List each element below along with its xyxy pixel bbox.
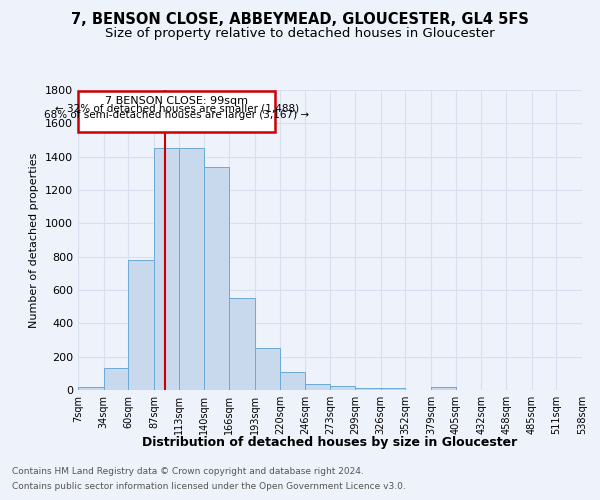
Text: Size of property relative to detached houses in Gloucester: Size of property relative to detached ho… — [105, 28, 495, 40]
Bar — [355, 388, 381, 390]
Bar — [179, 148, 204, 390]
Y-axis label: Number of detached properties: Number of detached properties — [29, 152, 40, 328]
Text: 7, BENSON CLOSE, ABBEYMEAD, GLOUCESTER, GL4 5FS: 7, BENSON CLOSE, ABBEYMEAD, GLOUCESTER, … — [71, 12, 529, 28]
Bar — [104, 368, 128, 390]
Bar — [280, 372, 305, 390]
Text: Contains HM Land Registry data © Crown copyright and database right 2024.: Contains HM Land Registry data © Crown c… — [12, 467, 364, 476]
Bar — [431, 386, 456, 390]
Bar — [154, 148, 179, 390]
Bar — [381, 388, 406, 390]
Bar — [204, 166, 229, 390]
Text: 68% of semi-detached houses are larger (3,167) →: 68% of semi-detached houses are larger (… — [44, 110, 309, 120]
Bar — [229, 298, 254, 390]
Text: Contains public sector information licensed under the Open Government Licence v3: Contains public sector information licen… — [12, 482, 406, 491]
FancyBboxPatch shape — [78, 91, 275, 132]
Bar — [305, 384, 331, 390]
Bar — [128, 260, 154, 390]
Text: 7 BENSON CLOSE: 99sqm: 7 BENSON CLOSE: 99sqm — [105, 96, 248, 106]
Text: ← 32% of detached houses are smaller (1,488): ← 32% of detached houses are smaller (1,… — [55, 104, 299, 114]
Bar — [331, 386, 355, 390]
Text: Distribution of detached houses by size in Gloucester: Distribution of detached houses by size … — [142, 436, 518, 449]
Bar — [78, 386, 104, 390]
Bar — [254, 348, 280, 390]
